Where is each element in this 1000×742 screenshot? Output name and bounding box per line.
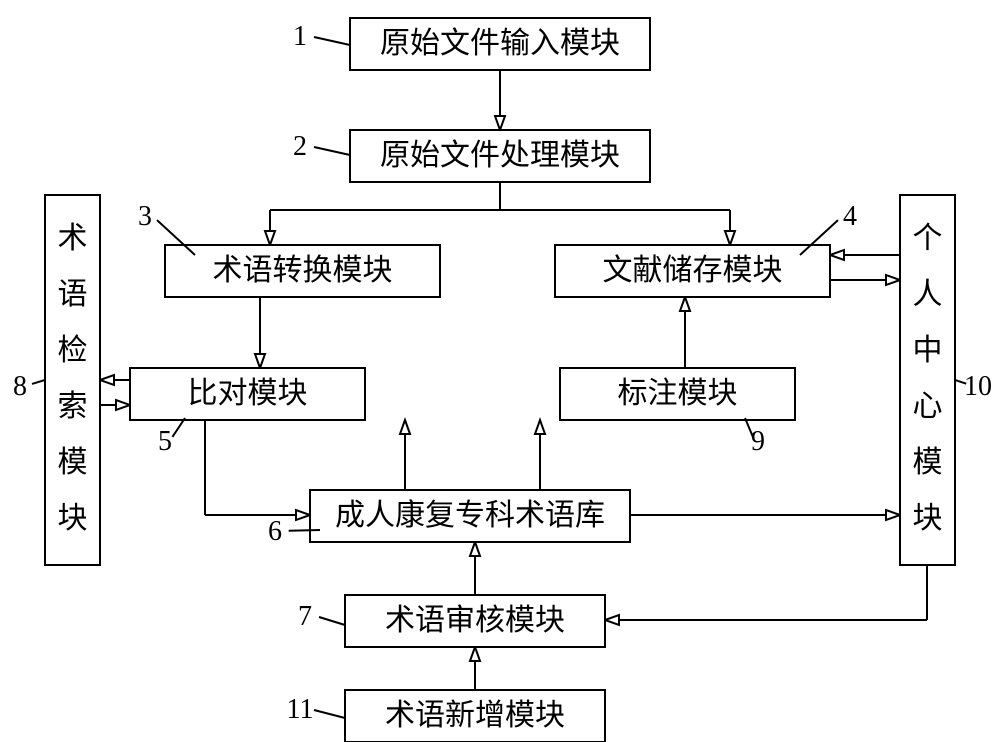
node-n6: 成人康复专科术语库 (310, 490, 630, 542)
arrow-head (296, 510, 310, 520)
node-label-n2: 原始文件处理模块 (380, 139, 620, 172)
svg-text:4: 4 (843, 201, 857, 232)
svg-text:3: 3 (138, 201, 152, 232)
leader-n9: 9 (745, 418, 765, 457)
node-label-n1: 原始文件输入模块 (380, 27, 620, 60)
node-label-n11: 术语新增模块 (385, 699, 565, 732)
edge-9 (400, 420, 410, 490)
arrow-head (886, 510, 900, 520)
edge-0 (495, 70, 505, 130)
node-n5: 比对模块 (130, 368, 365, 420)
edge-8 (205, 510, 310, 520)
node-n4: 文献储存模块 (555, 245, 830, 297)
svg-text:6: 6 (268, 516, 282, 547)
node-n3: 术语转换模块 (165, 245, 440, 297)
arrow-head (100, 375, 114, 385)
svg-text:8: 8 (13, 371, 27, 402)
edge-14 (100, 400, 130, 410)
node-label-n9: 标注模块 (618, 377, 738, 410)
arrow-head (265, 231, 275, 245)
svg-text:5: 5 (158, 426, 172, 457)
node-label-n4: 文献储存模块 (603, 254, 783, 287)
node-label-n7: 术语审核模块 (385, 604, 565, 637)
edge-17 (630, 510, 900, 520)
svg-text:9: 9 (751, 426, 765, 457)
edge-16 (830, 275, 900, 285)
arrow-head (470, 542, 480, 556)
edge-10 (535, 420, 545, 490)
edge-5 (255, 297, 265, 368)
leader-n7: 7 (298, 601, 345, 632)
arrow-head (400, 420, 410, 434)
node-n1: 原始文件输入模块 (350, 18, 650, 70)
edge-15 (830, 250, 900, 260)
svg-text:11: 11 (287, 694, 314, 725)
flowchart-diagram: 原始文件输入模块原始文件处理模块术语转换模块 文献储存模块比对模块 标注模块成人康复… (0, 0, 1000, 742)
arrow-head (605, 615, 619, 625)
arrow-head (255, 354, 265, 368)
node-label-n5: 比对模块 (188, 377, 308, 410)
svg-text:10: 10 (964, 371, 992, 402)
svg-text:1: 1 (293, 21, 307, 52)
node-label-n3: 术语转换模块 (213, 254, 393, 287)
node-label-n6: 成人康复专科术语库 (335, 499, 605, 532)
arrow-head (535, 420, 545, 434)
edge-12 (470, 647, 480, 690)
node-n9: 标注模块 (560, 368, 795, 420)
node-n8: 术语检索模块 (45, 195, 100, 565)
edge-3 (265, 210, 275, 245)
leader-n2: 2 (293, 131, 350, 162)
arrow-head (116, 400, 130, 410)
node-n2: 原始文件处理模块 (350, 130, 650, 182)
edge-19 (605, 615, 927, 625)
arrow-head (830, 250, 844, 260)
leader-n11: 11 (287, 694, 345, 725)
edge-6 (680, 297, 690, 368)
node-n10: 个人中心模块 (900, 195, 955, 565)
leader-n5: 5 (158, 418, 185, 457)
node-n11: 术语新增模块 (345, 690, 605, 742)
leader-n10: 10 (955, 371, 992, 402)
arrow-head (470, 647, 480, 661)
svg-text:7: 7 (298, 601, 312, 632)
node-n7: 术语审核模块 (345, 595, 605, 647)
svg-text:2: 2 (293, 131, 307, 162)
arrow-head (680, 297, 690, 311)
leader-n1: 1 (293, 21, 350, 52)
arrow-head (725, 231, 735, 245)
leader-n8: 8 (13, 371, 45, 402)
edge-11 (470, 542, 480, 595)
arrow-head (495, 116, 505, 130)
edge-13 (100, 375, 130, 385)
arrow-head (886, 275, 900, 285)
edge-4 (725, 210, 735, 245)
